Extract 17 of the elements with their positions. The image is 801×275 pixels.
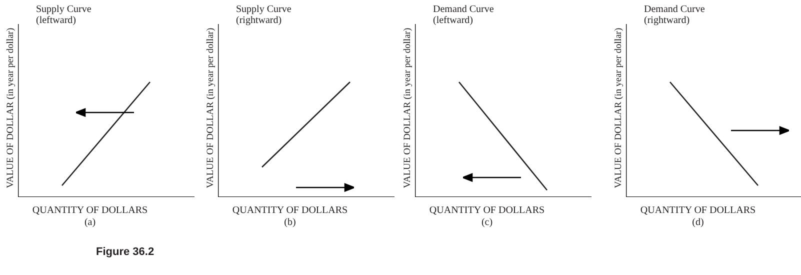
text: (d) bbox=[691, 217, 705, 229]
y-axis-title: VALUE OF DOLLAR (in year per dollar) bbox=[206, 26, 216, 190]
chart-title: Demand Curve (leftward) bbox=[433, 4, 495, 26]
x-axis-title: QUANTITY OF DOLLARS bbox=[639, 205, 757, 217]
chart-title: Demand Curve (rightward) bbox=[644, 4, 706, 26]
caption: Figure 36.2 bbox=[96, 246, 154, 258]
text: (c) bbox=[480, 217, 494, 229]
text: (a) bbox=[83, 217, 97, 229]
text: (b) bbox=[283, 217, 297, 229]
x-axis-title: QUANTITY OF DOLLARS bbox=[428, 205, 546, 217]
x-axis-title: QUANTITY OF DOLLARS bbox=[231, 205, 349, 217]
x-axis-title: QUANTITY OF DOLLARS bbox=[31, 205, 149, 217]
y-axis-title: VALUE OF DOLLAR (in year per dollar) bbox=[614, 26, 624, 190]
chart-title: Supply Curve (leftward) bbox=[36, 4, 92, 26]
chart-title: Supply Curve (rightward) bbox=[236, 4, 292, 26]
y-axis-title: VALUE OF DOLLAR (in year per dollar) bbox=[403, 26, 413, 190]
y-axis-title: VALUE OF DOLLAR (in year per dollar) bbox=[6, 26, 16, 190]
